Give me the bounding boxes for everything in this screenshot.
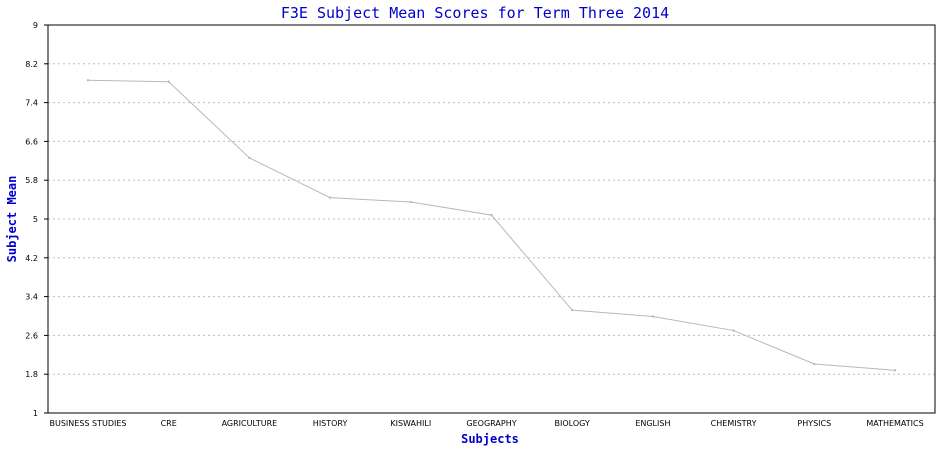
x-tick-label: CHEMISTRY: [711, 419, 757, 428]
x-tick-label: BUSINESS STUDIES: [50, 419, 127, 428]
data-point: [813, 362, 816, 366]
x-tick-label: HISTORY: [313, 419, 348, 428]
data-point: [571, 308, 574, 312]
y-tick-label: 2.6: [25, 331, 38, 340]
series-layer: [86, 79, 897, 372]
tick-labels: 1 1.8 2.6 3.4 4.2 5 5.8 6.6 7.4 8.2 9 BUSINESS STUD…: [25, 21, 923, 428]
x-tick-label: GEOGRAPHY: [466, 419, 516, 428]
data-point: [893, 369, 897, 372]
x-tick-label: AGRICULTURE: [222, 419, 278, 428]
x-tick-label: BIOLOGY: [555, 419, 590, 428]
data-point: [328, 196, 332, 199]
chart-title: F3E Subject Mean Scores for Term Three 2…: [281, 4, 669, 22]
data-point: [732, 329, 735, 332]
x-tick-label: KISWAHILI: [390, 419, 431, 428]
x-axis-title: Subjects: [461, 432, 519, 446]
y-tick-label: 1.8: [25, 370, 38, 379]
y-tick-label: 5: [33, 215, 38, 224]
data-point: [409, 200, 412, 204]
x-tick-label: MATHEMATICS: [866, 419, 923, 428]
y-tick-label: 4.2: [25, 254, 38, 263]
plot-border: [47, 24, 936, 414]
data-point: [490, 213, 493, 217]
y-tick-label: 7.4: [25, 99, 38, 108]
y-tick-label: 3.4: [25, 293, 38, 302]
x-tick-label: CRE: [161, 419, 177, 428]
y-tick-label: 9: [33, 21, 38, 30]
data-point: [651, 315, 655, 318]
gridlines: [48, 63, 935, 375]
data-point: [248, 156, 251, 160]
data-point: [167, 80, 170, 83]
series-line: [87, 79, 896, 371]
y-tick-label: 5.8: [25, 176, 38, 185]
y-tick-label: 1: [33, 409, 38, 418]
data-point: [86, 79, 90, 82]
plot-frame: [44, 24, 936, 414]
y-tick-label: 6.6: [25, 137, 38, 146]
x-tick-label: PHYSICS: [797, 419, 831, 428]
y-tick-label: 8.2: [25, 60, 38, 69]
x-tick-label: ENGLISH: [635, 419, 670, 428]
y-axis-title: Subject Mean: [5, 176, 19, 263]
